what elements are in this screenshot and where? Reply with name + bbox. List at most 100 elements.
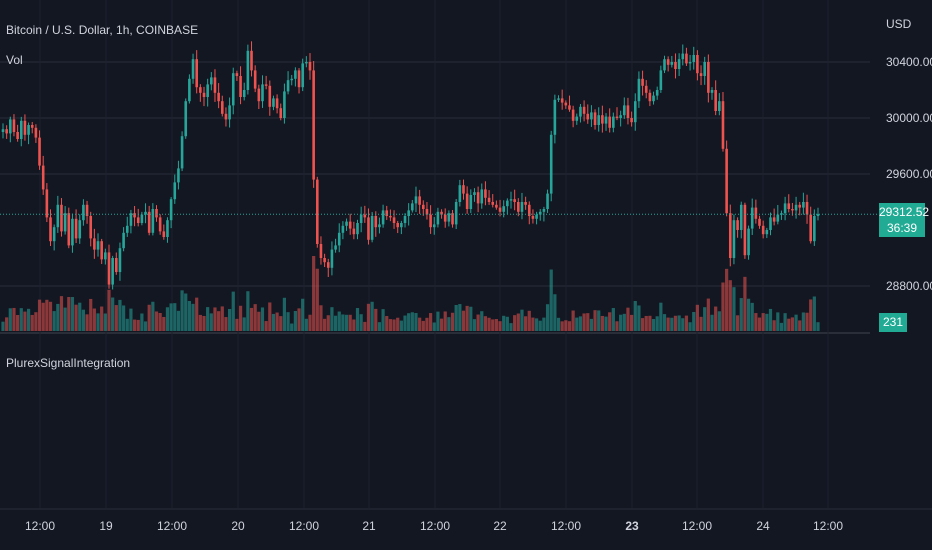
volume-bar	[735, 315, 740, 331]
candle	[557, 95, 560, 102]
candle	[345, 218, 348, 231]
volume-bar	[761, 313, 765, 331]
candle	[213, 69, 217, 102]
candle-body	[769, 217, 772, 230]
candle-body	[275, 98, 279, 109]
volume-bar	[560, 321, 564, 331]
volume-bar	[809, 299, 813, 331]
volume-bar	[198, 314, 202, 331]
candle-body	[619, 115, 622, 118]
candle	[308, 53, 312, 80]
volume-bar	[337, 311, 341, 331]
volume-bar	[191, 303, 195, 331]
volume-bar	[96, 313, 100, 331]
candle-body	[257, 88, 261, 102]
volume-bar	[348, 314, 352, 331]
candle-body	[301, 63, 304, 88]
candle	[677, 53, 681, 76]
volume-bar	[754, 313, 758, 331]
candle-body	[707, 62, 710, 93]
volume-bar	[604, 316, 608, 331]
candle	[750, 198, 754, 235]
volume-bar	[461, 310, 466, 331]
volume-bar	[206, 307, 210, 331]
volume-bar	[651, 319, 656, 331]
candle	[133, 206, 136, 227]
candle	[348, 213, 352, 235]
candle	[206, 78, 209, 107]
candle-body	[568, 105, 571, 110]
candle	[378, 217, 381, 234]
candle	[608, 108, 611, 133]
volume-bar	[549, 269, 553, 331]
candle	[517, 198, 520, 217]
candle-body	[9, 119, 12, 134]
candle	[341, 221, 345, 240]
volume-bar	[600, 315, 604, 331]
volume-bar	[202, 315, 206, 331]
volume-bar	[498, 321, 502, 331]
candle	[356, 219, 359, 240]
candle	[502, 200, 505, 218]
candle	[107, 244, 111, 289]
candle-body	[454, 202, 458, 225]
volume-bar	[472, 319, 477, 331]
volume-bar	[385, 316, 389, 331]
volume-bar	[326, 315, 330, 331]
volume-bar	[45, 299, 49, 331]
volume-bar	[721, 282, 725, 331]
candle-body	[487, 197, 491, 202]
time-axis[interactable]: 12:00 19 12:00 20 12:00 21 12:00 22 12:00 23 12:00…	[25, 519, 843, 533]
volume-bar	[213, 307, 217, 331]
candle	[604, 113, 608, 131]
candle-body	[34, 127, 38, 138]
indicator-label[interactable]: PlurexSignalIntegration	[6, 356, 131, 370]
candle	[268, 80, 272, 116]
candle	[703, 56, 707, 85]
candle-body	[151, 209, 155, 233]
volume-bar	[582, 313, 586, 331]
volume-bar	[630, 314, 634, 331]
candle-body	[615, 116, 619, 118]
candle-body	[465, 193, 469, 209]
price-axis[interactable]: 28800.00 29600.00 30000.00 30400.00	[886, 55, 932, 293]
candle-body	[23, 120, 27, 135]
candle	[93, 228, 96, 259]
candle-body	[246, 50, 250, 90]
candle-body	[264, 84, 268, 86]
candle	[411, 200, 414, 213]
symbol-title[interactable]: Bitcoin / U.S. Dollar, 1h, COINBASE	[6, 23, 199, 37]
candle-body	[337, 232, 341, 246]
x-tick-label: 12:00	[157, 519, 187, 533]
volume-bar	[260, 307, 265, 331]
candle	[23, 114, 27, 141]
volume-bar	[768, 308, 773, 331]
volume-label[interactable]: Vol	[6, 53, 23, 67]
volume-bar	[165, 307, 170, 331]
candle-body	[213, 77, 217, 93]
candle-body	[326, 262, 330, 268]
candle	[579, 103, 582, 123]
candle	[484, 181, 487, 206]
volume-bar	[374, 308, 378, 331]
candle-body	[169, 199, 173, 221]
candle-body	[696, 55, 699, 74]
candle-body	[597, 115, 601, 125]
candle	[363, 205, 367, 223]
bar-countdown: 36:39	[886, 221, 918, 235]
candle	[129, 209, 133, 234]
candle-body	[403, 216, 407, 223]
candle	[114, 252, 118, 275]
candle	[45, 183, 49, 223]
volume-bar	[765, 313, 769, 331]
candle-body	[714, 90, 717, 111]
candle-body	[180, 136, 184, 169]
candle	[747, 225, 750, 260]
volume-bar	[476, 314, 480, 331]
candle-body	[60, 204, 63, 232]
candle-body	[447, 213, 451, 222]
volume-bar	[633, 301, 637, 331]
candle	[1, 123, 5, 139]
candle-body	[356, 223, 359, 235]
